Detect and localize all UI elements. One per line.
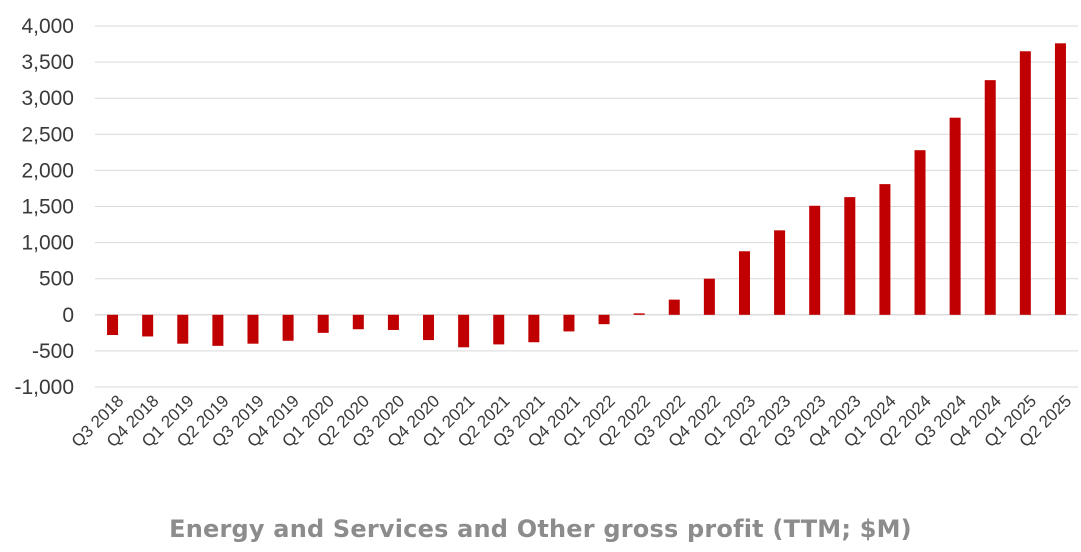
bar	[703, 278, 715, 315]
bar	[177, 314, 189, 344]
bar	[352, 314, 364, 330]
bar	[142, 314, 154, 337]
bar	[738, 251, 750, 315]
bar	[633, 313, 645, 315]
bar	[1054, 43, 1066, 315]
bar	[1019, 51, 1031, 315]
chart-caption: Energy and Services and Other gross prof…	[169, 515, 912, 543]
bars	[107, 43, 1066, 348]
y-tick-label: 1,000	[21, 232, 74, 255]
bar	[282, 314, 294, 341]
bar	[107, 314, 119, 336]
y-tick-label: 1,500	[21, 196, 74, 219]
bar	[493, 314, 505, 345]
bar	[247, 314, 259, 344]
gridlines	[95, 25, 1078, 388]
bar	[458, 314, 470, 348]
bar	[212, 314, 224, 346]
bar	[317, 314, 329, 333]
bar	[809, 205, 821, 315]
bar	[879, 184, 891, 315]
y-tick-label: -500	[32, 340, 74, 363]
bar	[598, 314, 610, 325]
y-tick-label: 2,000	[21, 159, 74, 182]
y-tick-label: 0	[62, 304, 74, 327]
y-tick-label: 500	[39, 268, 74, 291]
bar	[984, 80, 996, 315]
bar	[668, 299, 680, 315]
y-tick-label: 4,000	[21, 15, 74, 38]
bar	[563, 314, 575, 332]
y-axis-ticks: 4,000 3,500 3,000 2,500 2,000 1,500 1,000 500 0 -…	[14, 15, 74, 399]
bar	[423, 314, 435, 341]
bar	[914, 150, 926, 315]
y-tick-label: 2,500	[21, 123, 74, 146]
y-tick-label: 3,000	[21, 87, 74, 110]
bar	[844, 197, 856, 315]
bar	[774, 230, 786, 315]
bar	[949, 117, 961, 315]
y-tick-label: -1,000	[14, 376, 74, 399]
y-tick-label: 3,500	[21, 51, 74, 74]
bar	[387, 314, 399, 330]
bar	[528, 314, 540, 343]
